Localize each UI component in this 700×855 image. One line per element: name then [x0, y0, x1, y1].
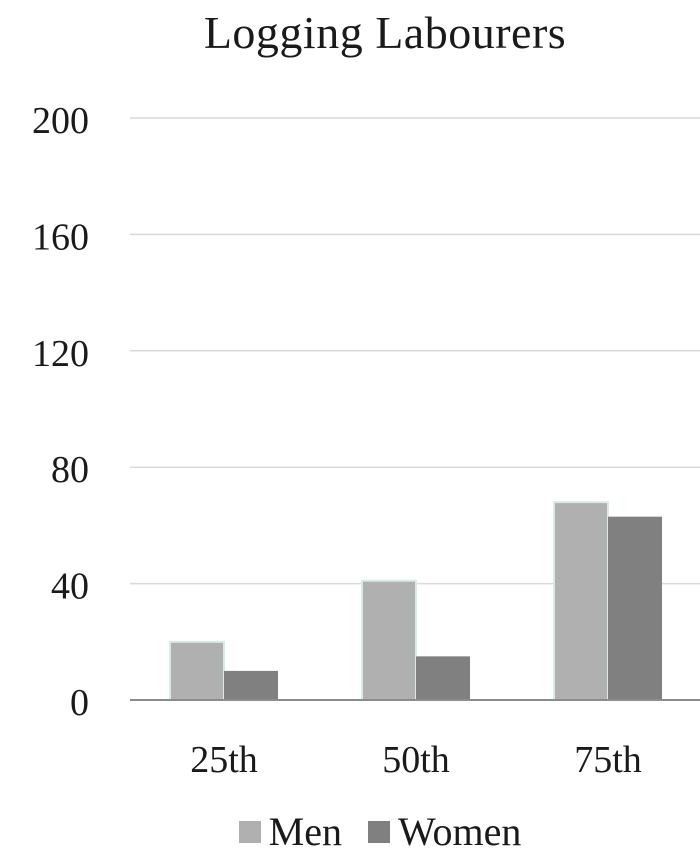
legend-swatch-women	[367, 820, 390, 843]
bar-women-75th	[608, 516, 662, 700]
legend-item-women: Women	[367, 808, 522, 855]
x-tick-label-25th: 25th	[190, 739, 258, 781]
legend-label-men: Men	[268, 809, 342, 854]
axes: 0 40 80 120 160 200 25th 50th 75th	[32, 100, 700, 781]
x-tick-label-50th: 50th	[382, 739, 450, 781]
legend: Men Women	[0, 808, 700, 855]
bar-women-25th	[224, 670, 278, 700]
bar-men-50th	[361, 579, 417, 701]
y-tick-label-80: 80	[51, 449, 89, 491]
legend-swatch-men	[238, 820, 261, 843]
chart-title: Logging Labourers	[203, 7, 567, 58]
y-tick-label-200: 200	[32, 100, 89, 142]
bar-women-50th	[416, 656, 470, 700]
y-tick-label-120: 120	[32, 333, 89, 375]
bar-men-75th	[553, 501, 609, 701]
y-tick-label-40: 40	[51, 566, 89, 608]
y-tick-label-160: 160	[32, 216, 89, 258]
y-tick-label-0: 0	[70, 682, 89, 724]
bars	[169, 501, 662, 701]
bar-men-25th	[169, 640, 225, 701]
gridlines	[130, 117, 700, 585]
legend-label-women: Women	[397, 809, 522, 854]
legend-item-men: Men	[238, 808, 342, 855]
x-tick-label-75th: 75th	[574, 739, 642, 781]
